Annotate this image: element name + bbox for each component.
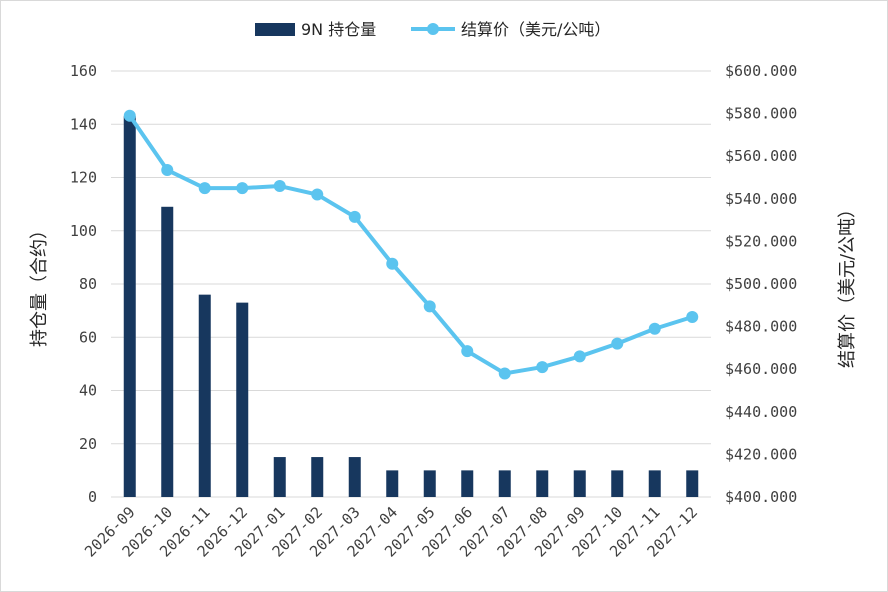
line-point xyxy=(686,311,699,324)
line-point xyxy=(498,367,511,380)
right-tick-label: $600.000 xyxy=(725,62,797,80)
line-point xyxy=(536,361,549,374)
price-line xyxy=(128,114,693,376)
left-tick-label: 140 xyxy=(70,115,97,133)
bar xyxy=(311,457,324,497)
bar xyxy=(648,470,661,497)
line-point xyxy=(611,337,624,350)
right-tick-label: $440.000 xyxy=(725,403,797,421)
bar xyxy=(573,470,586,497)
line-point xyxy=(648,322,661,335)
legend: 9N 持仓量 结算价（美元/公吨） xyxy=(255,20,610,39)
right-tick-label: $500.000 xyxy=(725,275,797,293)
bar xyxy=(536,470,549,497)
right-axis-ticks: $400.000 $420.000 $440.000 $460.000 $480.000… xyxy=(725,62,797,506)
bar xyxy=(161,206,174,497)
left-tick-label: 40 xyxy=(79,382,97,400)
legend-bar-label: 9N 持仓量 xyxy=(301,20,376,39)
line-point xyxy=(123,109,136,122)
right-tick-label: $460.000 xyxy=(725,360,797,378)
line-point xyxy=(311,188,324,201)
bar xyxy=(348,457,361,497)
bar xyxy=(123,116,136,497)
bar-series xyxy=(123,116,699,497)
left-tick-label: 60 xyxy=(79,328,97,346)
right-axis-title: 结算价（美元/公吨） xyxy=(837,200,858,368)
right-tick-label: $480.000 xyxy=(725,318,797,336)
legend-line-marker xyxy=(427,23,439,35)
bar xyxy=(686,470,699,497)
x-axis-ticks: 2026-092026-102026-112026-122027-012027-… xyxy=(81,503,701,560)
line-point xyxy=(273,180,286,193)
line-point xyxy=(423,300,436,313)
line-point xyxy=(161,164,174,177)
right-tick-label: $540.000 xyxy=(725,190,797,208)
left-axis-title: 持仓量（合约） xyxy=(29,221,50,347)
right-tick-label: $520.000 xyxy=(725,232,797,250)
line-point xyxy=(198,182,211,195)
bar xyxy=(236,302,249,497)
right-tick-label: $400.000 xyxy=(725,488,797,506)
line-point xyxy=(348,210,361,223)
left-tick-label: 160 xyxy=(70,62,97,80)
right-tick-label: $420.000 xyxy=(725,445,797,463)
right-tick-label: $560.000 xyxy=(725,147,797,165)
legend-bar-swatch xyxy=(255,23,295,36)
left-axis-ticks: 0 20 40 60 80 100 120 140 160 xyxy=(70,62,97,506)
line-series xyxy=(123,109,699,380)
left-tick-label: 20 xyxy=(79,435,97,453)
bar xyxy=(273,457,286,497)
bar xyxy=(423,470,436,497)
left-tick-label: 80 xyxy=(79,275,97,293)
bar xyxy=(198,294,211,497)
bar xyxy=(498,470,511,497)
line-point xyxy=(573,350,586,363)
right-tick-label: $580.000 xyxy=(725,105,797,123)
legend-line-label: 结算价（美元/公吨） xyxy=(461,20,610,39)
left-tick-label: 120 xyxy=(70,169,97,187)
left-tick-label: 100 xyxy=(70,222,97,240)
bar xyxy=(461,470,474,497)
bar xyxy=(386,470,399,497)
line-point xyxy=(386,257,399,270)
bar xyxy=(611,470,624,497)
line-point xyxy=(461,345,474,358)
left-tick-label: 0 xyxy=(88,488,97,506)
line-point xyxy=(236,182,249,195)
